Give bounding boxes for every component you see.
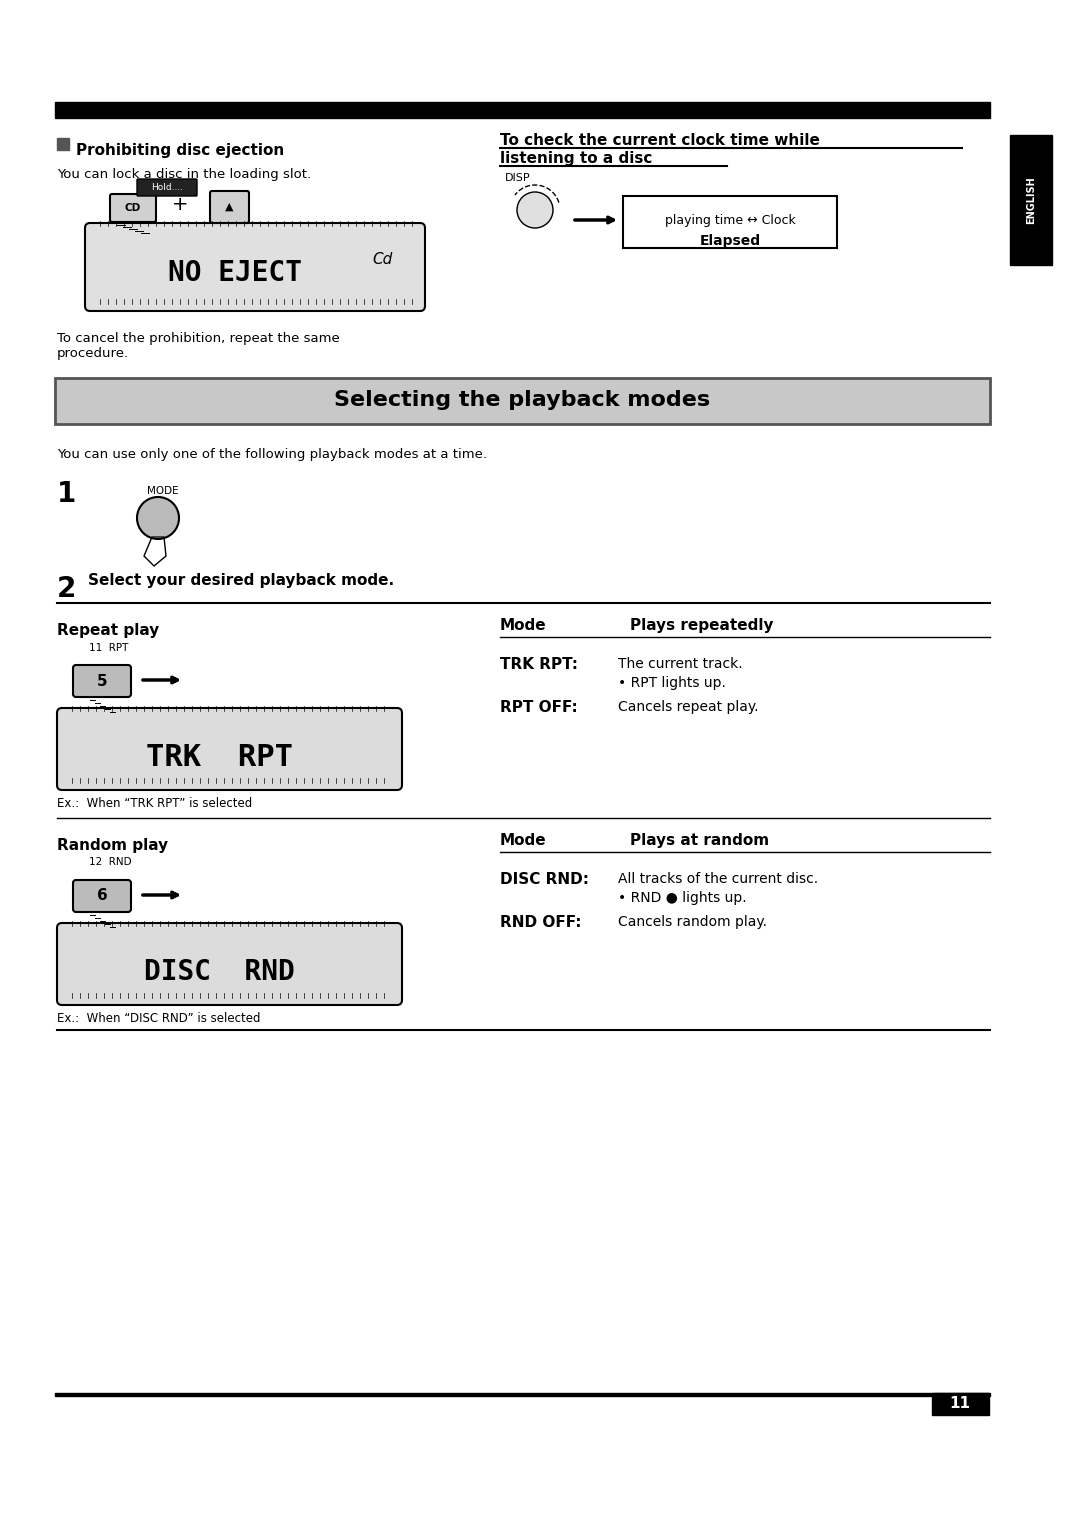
Text: RND OFF:: RND OFF: [500, 915, 581, 931]
Text: TRK  RPT: TRK RPT [146, 743, 293, 772]
Text: Ex.:  When “TRK RPT” is selected: Ex.: When “TRK RPT” is selected [57, 798, 253, 810]
FancyBboxPatch shape [57, 707, 402, 790]
Circle shape [137, 497, 179, 539]
Bar [57, 138, 69, 150]
Text: You can use only one of the following playback modes at a time.: You can use only one of the following pl… [57, 448, 487, 461]
Text: You can lock a disc in the loading slot.: You can lock a disc in the loading slot. [57, 168, 311, 180]
Text: DISP: DISP [505, 173, 530, 183]
Text: Repeat play: Repeat play [57, 623, 159, 639]
Text: Cancels random play.: Cancels random play. [618, 915, 767, 929]
Text: TRK RPT:: TRK RPT: [500, 657, 578, 672]
Text: 5: 5 [97, 674, 107, 689]
Circle shape [517, 193, 553, 228]
Text: • RPT lights up.: • RPT lights up. [618, 675, 726, 691]
Text: ENGLISH: ENGLISH [1026, 176, 1036, 225]
Bar [55, 377, 990, 423]
Text: Mode: Mode [500, 617, 546, 633]
Text: 2: 2 [57, 575, 77, 604]
FancyBboxPatch shape [57, 923, 402, 1005]
Text: Selecting the playback modes: Selecting the playback modes [334, 390, 710, 410]
Text: Select your desired playback mode.: Select your desired playback mode. [87, 573, 394, 588]
Text: 12  RND: 12 RND [89, 857, 132, 866]
Text: To check the current clock time while: To check the current clock time while [500, 133, 820, 148]
Text: Prohibiting disc ejection: Prohibiting disc ejection [76, 144, 284, 157]
Text: NO EJECT: NO EJECT [168, 260, 302, 287]
FancyBboxPatch shape [137, 179, 197, 196]
FancyBboxPatch shape [73, 880, 131, 912]
Text: Hold....: Hold.... [151, 183, 184, 193]
FancyBboxPatch shape [73, 665, 131, 697]
Text: DISC  RND: DISC RND [144, 958, 295, 986]
FancyBboxPatch shape [85, 223, 426, 312]
Text: Mode: Mode [500, 833, 546, 848]
Polygon shape [144, 536, 166, 565]
Text: RPT OFF:: RPT OFF: [500, 700, 578, 715]
Text: All tracks of the current disc.: All tracks of the current disc. [618, 872, 819, 886]
Text: Cancels repeat play.: Cancels repeat play. [618, 700, 758, 714]
Text: The current track.: The current track. [618, 657, 743, 671]
Text: CD: CD [125, 203, 141, 212]
Text: listening to a disc: listening to a disc [500, 151, 652, 167]
FancyBboxPatch shape [110, 194, 156, 222]
Text: ▲: ▲ [225, 202, 233, 212]
Text: Cd: Cd [372, 252, 392, 266]
FancyBboxPatch shape [623, 196, 837, 248]
Text: MODE: MODE [147, 486, 178, 497]
Bar [1010, 134, 1052, 264]
Text: Plays at random: Plays at random [630, 833, 769, 848]
Bar [932, 1394, 989, 1415]
Text: To cancel the prohibition, repeat the same
procedure.: To cancel the prohibition, repeat the sa… [57, 332, 340, 361]
Text: Random play: Random play [57, 837, 168, 853]
Text: Plays repeatedly: Plays repeatedly [630, 617, 773, 633]
Text: Ex.:  When “DISC RND” is selected: Ex.: When “DISC RND” is selected [57, 1012, 260, 1025]
Text: Elapsed: Elapsed [700, 234, 760, 248]
Text: playing time ↔ Clock: playing time ↔ Clock [664, 214, 795, 228]
Text: DISC RND:: DISC RND: [500, 872, 589, 886]
Text: 11: 11 [949, 1397, 971, 1412]
Text: • RND ● lights up.: • RND ● lights up. [618, 891, 746, 905]
Text: 6: 6 [96, 888, 107, 903]
Text: 1: 1 [57, 480, 77, 507]
Bar [55, 377, 990, 423]
Bar [55, 1394, 990, 1397]
FancyBboxPatch shape [210, 191, 249, 223]
Bar [55, 102, 990, 118]
Text: +: + [172, 196, 188, 214]
Text: 11  RPT: 11 RPT [89, 643, 129, 652]
